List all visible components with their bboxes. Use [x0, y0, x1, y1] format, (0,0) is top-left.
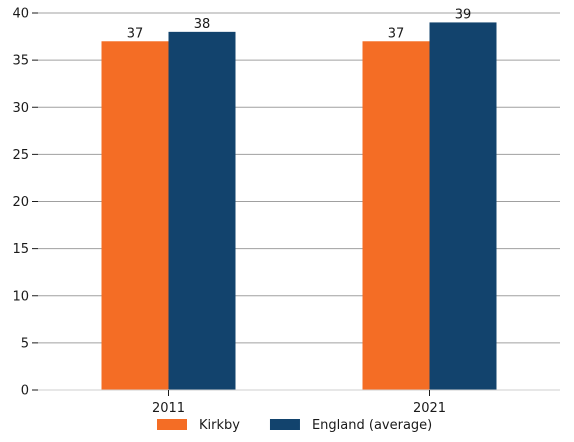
data-label-kirkby-2011: 37: [127, 26, 144, 41]
bar-england-average--2021: [429, 22, 497, 391]
y-tick-label-0: 0: [21, 384, 29, 399]
legend: Kirkby England (average): [157, 418, 432, 433]
legend-swatch-kirkby: [157, 419, 187, 430]
y-tick-label-35: 35: [12, 54, 29, 69]
y-tick-label-25: 25: [12, 148, 29, 163]
y-tick-label-10: 10: [12, 289, 29, 304]
bar-kirkby-2021: [362, 41, 430, 391]
y-tick-label-40: 40: [12, 7, 29, 22]
x-tick-label-2011: 2011: [152, 401, 185, 416]
bar-kirkby-2011: [101, 41, 169, 391]
data-label-england-average--2011: 38: [194, 17, 211, 32]
y-axis: 0 5 10 15 20 25 30 35 40: [12, 7, 38, 399]
bar-england-average--2011: [168, 31, 236, 390]
legend-label-england-average-: England (average): [312, 418, 432, 433]
x-tick-label-2021: 2021: [413, 401, 446, 416]
legend-swatch-england-average-: [269, 419, 300, 430]
data-label-england-average--2021: 39: [455, 7, 472, 22]
legend-label-kirkby: Kirkby: [199, 418, 240, 433]
y-tick-label-30: 30: [12, 101, 29, 116]
x-axis: 2011 2021: [38, 389, 560, 416]
y-tick-label-15: 15: [12, 242, 29, 257]
bars: 37 38 37 39: [101, 7, 497, 391]
y-tick-label-5: 5: [21, 336, 29, 351]
y-tick-label-20: 20: [12, 195, 29, 210]
data-label-kirkby-2021: 37: [388, 26, 405, 41]
